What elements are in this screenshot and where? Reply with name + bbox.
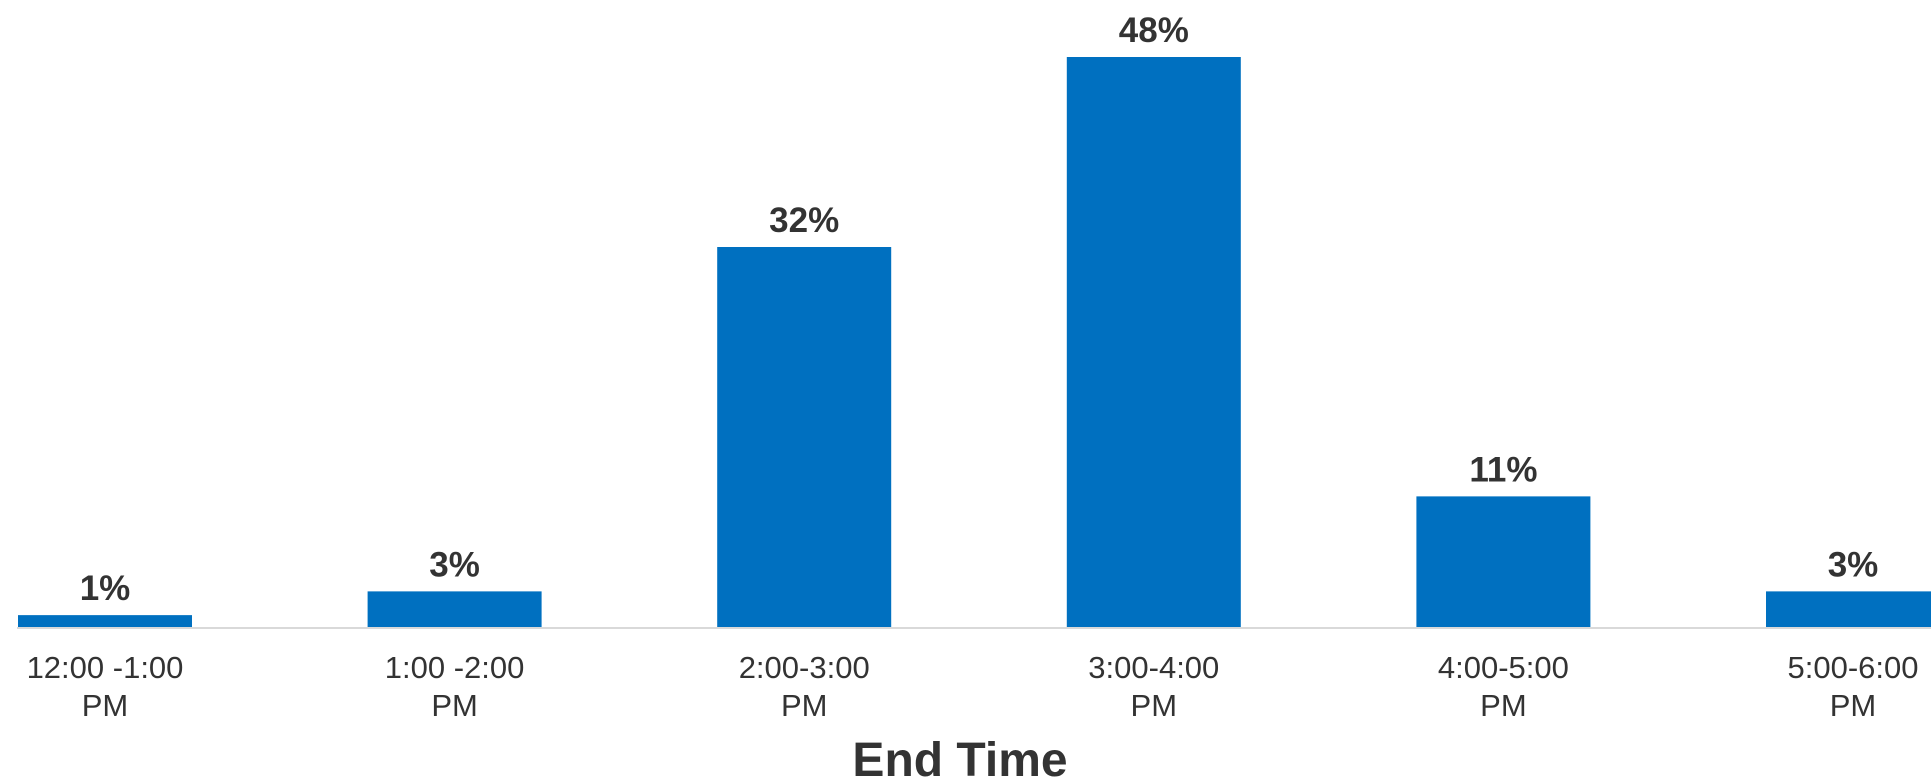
x-axis-title: End Time [852,734,1067,782]
tick-label-line: 4:00-5:00 [1438,650,1569,685]
bar-3 [717,247,892,627]
value-labels-group: 1% 3% 32% 48% 11% 3% [80,11,1879,608]
tick-label-line: 1:00 -2:00 [385,650,525,685]
tick-label-line: 2:00-3:00 [739,650,870,685]
value-label-6: 3% [1828,545,1879,584]
value-label-2: 3% [429,545,480,584]
bar-6 [1766,591,1931,627]
value-label-4: 48% [1119,11,1189,50]
tick-labels-group: 12:00 -1:00 PM1:00 -2:00 PM2:00-3:00 PM3:00… [27,650,1919,723]
tick-label-6: 5:00-6:00 PM [1788,650,1919,723]
bar-1 [18,615,192,627]
bar-2 [367,591,542,627]
tick-label-line: PM [1830,688,1877,723]
tick-label-line: 5:00-6:00 [1788,650,1919,685]
tick-label-line: PM [82,688,129,723]
tick-label-1: 12:00 -1:00 PM [27,650,184,723]
value-label-1: 1% [80,569,131,608]
bars-group [18,57,1931,627]
bar-4 [1066,57,1241,627]
tick-label-line: 3:00-4:00 [1088,650,1219,685]
value-label-5: 11% [1469,450,1537,489]
tick-label-line: PM [1480,688,1527,723]
tick-label-line: PM [431,688,478,723]
tick-label-line: PM [781,688,828,723]
tick-label-line: 12:00 -1:00 [27,650,184,685]
tick-label-5: 4:00-5:00 PM [1438,650,1569,723]
tick-label-2: 1:00 -2:00 PM [385,650,525,723]
value-label-3: 32% [769,201,839,240]
tick-label-line: PM [1131,688,1178,723]
tick-label-4: 3:00-4:00 PM [1088,650,1219,723]
bar-5 [1416,496,1591,627]
tick-label-3: 2:00-3:00 PM [739,650,870,723]
